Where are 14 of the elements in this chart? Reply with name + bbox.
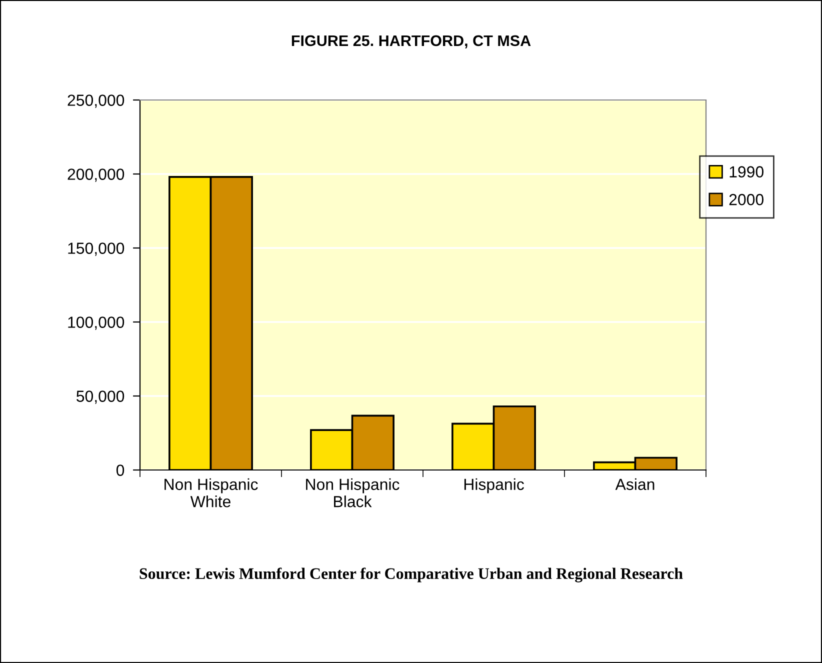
legend-label: 2000 xyxy=(729,194,764,206)
chart-title: FIGURE 25. HARTFORD, CT MSA xyxy=(292,35,531,48)
x-tick-label: Asian xyxy=(615,478,654,490)
y-tick-label: 150,000 xyxy=(68,242,124,256)
y-tick-label: 250,000 xyxy=(68,94,124,108)
source-note: Source: Lewis Mumford Center for Comparative Urban and Regional Research xyxy=(140,568,683,582)
x-tick-label: Non Hispanic Black xyxy=(306,478,400,508)
y-tick-label: 0 xyxy=(116,464,124,476)
y-tick-label: 200,000 xyxy=(68,168,124,182)
y-tick-label: 50,000 xyxy=(76,390,124,404)
legend-label: 1990 xyxy=(730,166,764,178)
y-tick-label: 100,000 xyxy=(68,316,124,330)
x-tick-label: Non Hispanic White xyxy=(164,478,258,508)
x-tick-label: Hispanic xyxy=(464,478,524,494)
